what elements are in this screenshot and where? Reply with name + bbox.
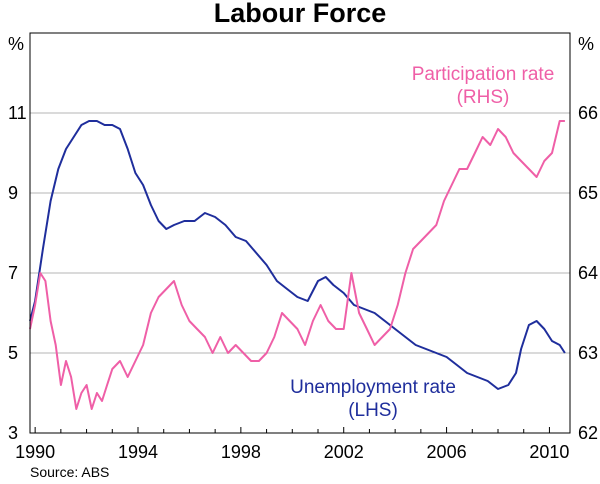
left-axis-tick-label: 5: [8, 343, 18, 363]
plot-frame: [29, 32, 571, 434]
x-axis-tick-label: 2006: [427, 442, 467, 462]
participation-rate-line: [29, 120, 565, 410]
right-unit-label: %: [578, 34, 594, 54]
x-axis-tick-label: 2010: [529, 442, 569, 462]
unemployment-rate-label: Unemployment rate: [290, 377, 456, 398]
left-axis-tick-label: 3: [8, 423, 18, 443]
right-axis-tick-label: 64: [578, 263, 598, 283]
right-axis-tick-label: 62: [578, 423, 598, 443]
left-axis-tick-label: 9: [8, 183, 18, 203]
unemployment-rate-axis-note: (LHS): [348, 400, 398, 421]
right-axis-tick-label: 65: [578, 183, 598, 203]
x-axis-tick-label: 1994: [118, 442, 158, 462]
x-axis-tick-label: 1990: [15, 442, 55, 462]
x-axis-tick-label: 1998: [221, 442, 261, 462]
x-axis-ticks: [34, 427, 550, 433]
unemployment-rate-line: [29, 120, 566, 390]
right-axis-tick-label: 66: [578, 103, 598, 123]
left-axis-tick-label: 11: [8, 103, 27, 123]
source-note: Source: ABS: [30, 464, 109, 480]
participation-rate-label: Participation rate: [412, 64, 555, 85]
x-axis-tick-label: 2002: [324, 442, 364, 462]
axis-tick-labels: 3 5 7 9 11 62 63 64 65 66 1990 1994 1998 2002 2006 2010: [8, 103, 598, 462]
left-axis-tick-label: 7: [8, 263, 18, 283]
right-axis-tick-label: 63: [578, 343, 598, 363]
series-lines: [29, 120, 566, 410]
chart-title: Labour Force: [214, 0, 387, 28]
gridlines: [30, 112, 570, 354]
participation-rate-axis-note: (RHS): [457, 87, 510, 108]
left-unit-label: %: [8, 34, 24, 54]
